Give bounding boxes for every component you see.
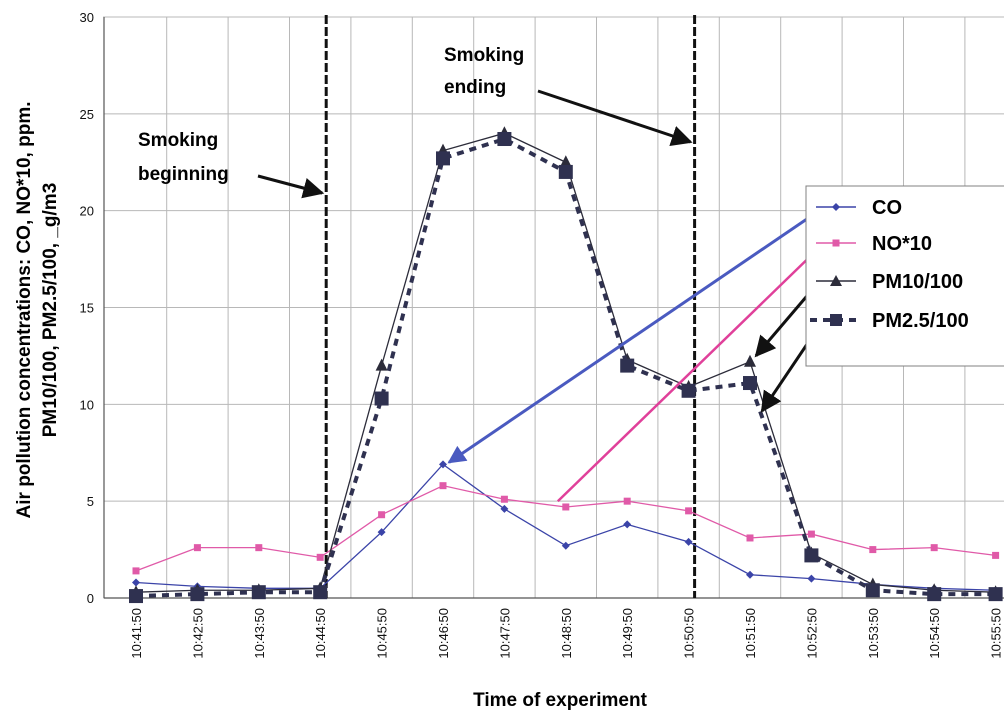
y-axis-title-line-1: Air pollution concentrations: CO, NO*10,…: [14, 102, 35, 519]
legend-item: NO*10: [816, 233, 932, 255]
x-tick-label: 10:45:50: [375, 608, 390, 659]
x-tick-label: 10:47:50: [497, 608, 512, 659]
event-lines: [324, 15, 697, 598]
data-point: [620, 358, 635, 373]
x-tick-label: 10:42:50: [190, 608, 205, 659]
x-axis-ticks: 10:41:50 10:42:50 10:43:50 10:44:50 10:45:50…: [129, 608, 1004, 659]
annotation-text: beginning: [138, 164, 229, 185]
data-point: [193, 544, 201, 552]
annotation-text: Smoking: [444, 45, 524, 66]
data-point: [500, 504, 509, 513]
legend-label: CO: [872, 197, 902, 219]
data-point: [992, 551, 1000, 559]
data-point: [869, 546, 877, 554]
data-point: [132, 578, 140, 587]
data-point: [374, 391, 389, 406]
data-point: [561, 541, 570, 550]
series-no-10: [132, 482, 1000, 575]
data-point: [807, 530, 815, 538]
data-point: [743, 376, 757, 391]
legend-marker: [830, 275, 842, 286]
y-tick-label: 30: [80, 10, 94, 25]
annotation-smoking-ending: Smoking ending: [444, 45, 524, 98]
y-tick-label: 5: [87, 494, 94, 509]
x-tick-label: 10:53:50: [866, 608, 881, 659]
legend-label: PM10/100: [872, 271, 963, 293]
data-point: [746, 534, 754, 542]
legend-marker: [832, 239, 840, 247]
data-point: [684, 537, 693, 546]
x-tick-label: 10:49:50: [620, 608, 635, 659]
arrow-smoking-beginning: [257, 174, 325, 199]
data-point: [255, 544, 263, 552]
data-point: [129, 589, 143, 604]
legend-marker: [832, 203, 840, 211]
data-point: [681, 383, 696, 398]
series-pm2-5-100: [129, 132, 1003, 604]
annotation-smoking-beginning: Smoking beginning: [138, 130, 229, 185]
y-axis-title: Air pollution concentrations: CO, NO*10,…: [14, 102, 61, 519]
data-point: [746, 570, 754, 579]
data-point: [439, 482, 447, 490]
y-tick-label: 0: [87, 591, 94, 606]
data-point: [558, 164, 573, 179]
data-point: [685, 507, 693, 515]
x-axis-title: Time of experiment: [473, 690, 648, 711]
x-tick-label: 10:41:50: [129, 608, 144, 659]
series-group: [129, 126, 1003, 604]
legend-item: PM2.5/100: [810, 310, 969, 332]
x-tick-label: 10:43:50: [252, 608, 267, 659]
data-point: [497, 132, 512, 147]
data-point: [988, 587, 1003, 602]
y-axis-ticks: 0 5 10 15 20 25 30: [80, 10, 94, 606]
data-point: [562, 503, 570, 511]
x-tick-label: 10:46:50: [436, 608, 451, 659]
data-point: [500, 495, 508, 503]
data-point: [927, 587, 942, 602]
legend-item: CO: [816, 197, 902, 219]
x-tick-label: 10:50:50: [682, 608, 697, 659]
x-tick-label: 10:48:50: [559, 608, 574, 659]
legend-label: PM2.5/100: [872, 310, 969, 332]
data-point: [375, 358, 388, 371]
data-point: [377, 528, 386, 537]
data-point: [559, 155, 572, 168]
legend-label: NO*10: [872, 233, 932, 255]
arrow-co: [447, 204, 827, 464]
data-point: [930, 544, 938, 552]
data-point: [744, 354, 756, 367]
legend-box: [805, 185, 1004, 367]
legend-marker: [830, 314, 842, 326]
data-point: [436, 151, 450, 166]
y-tick-label: 20: [80, 204, 94, 219]
y-tick-label: 15: [80, 301, 94, 316]
y-axis-title-line-2: PM10/100, PM2.5/100, _g/m3: [40, 183, 61, 438]
data-point: [316, 553, 324, 561]
data-point: [865, 583, 880, 598]
arrow-no: [556, 244, 823, 503]
y-tick-label: 25: [80, 107, 94, 122]
arrow-smoking-ending: [537, 89, 693, 146]
data-point: [807, 574, 816, 583]
data-point: [313, 585, 328, 600]
data-point: [190, 587, 205, 602]
annotation-text: Smoking: [138, 130, 218, 151]
x-tick-label: 10:52:50: [804, 608, 819, 659]
legend-item: PM10/100: [816, 271, 963, 293]
data-point: [251, 585, 266, 600]
data-point: [623, 520, 632, 529]
data-point: [132, 567, 140, 575]
x-tick-label: 10:51:50: [743, 608, 758, 659]
legend: CO NO*10 PM10/100 PM2.5/100: [805, 185, 1004, 367]
annotation-text: ending: [444, 77, 506, 98]
data-point: [623, 497, 631, 505]
x-tick-label: 10:55:50: [989, 608, 1004, 659]
x-tick-label: 10:54:50: [927, 608, 942, 659]
x-tick-label: 10:44:50: [313, 608, 328, 659]
y-tick-label: 10: [80, 397, 94, 412]
data-point: [439, 460, 447, 469]
data-point: [804, 548, 819, 563]
data-point: [378, 511, 386, 519]
